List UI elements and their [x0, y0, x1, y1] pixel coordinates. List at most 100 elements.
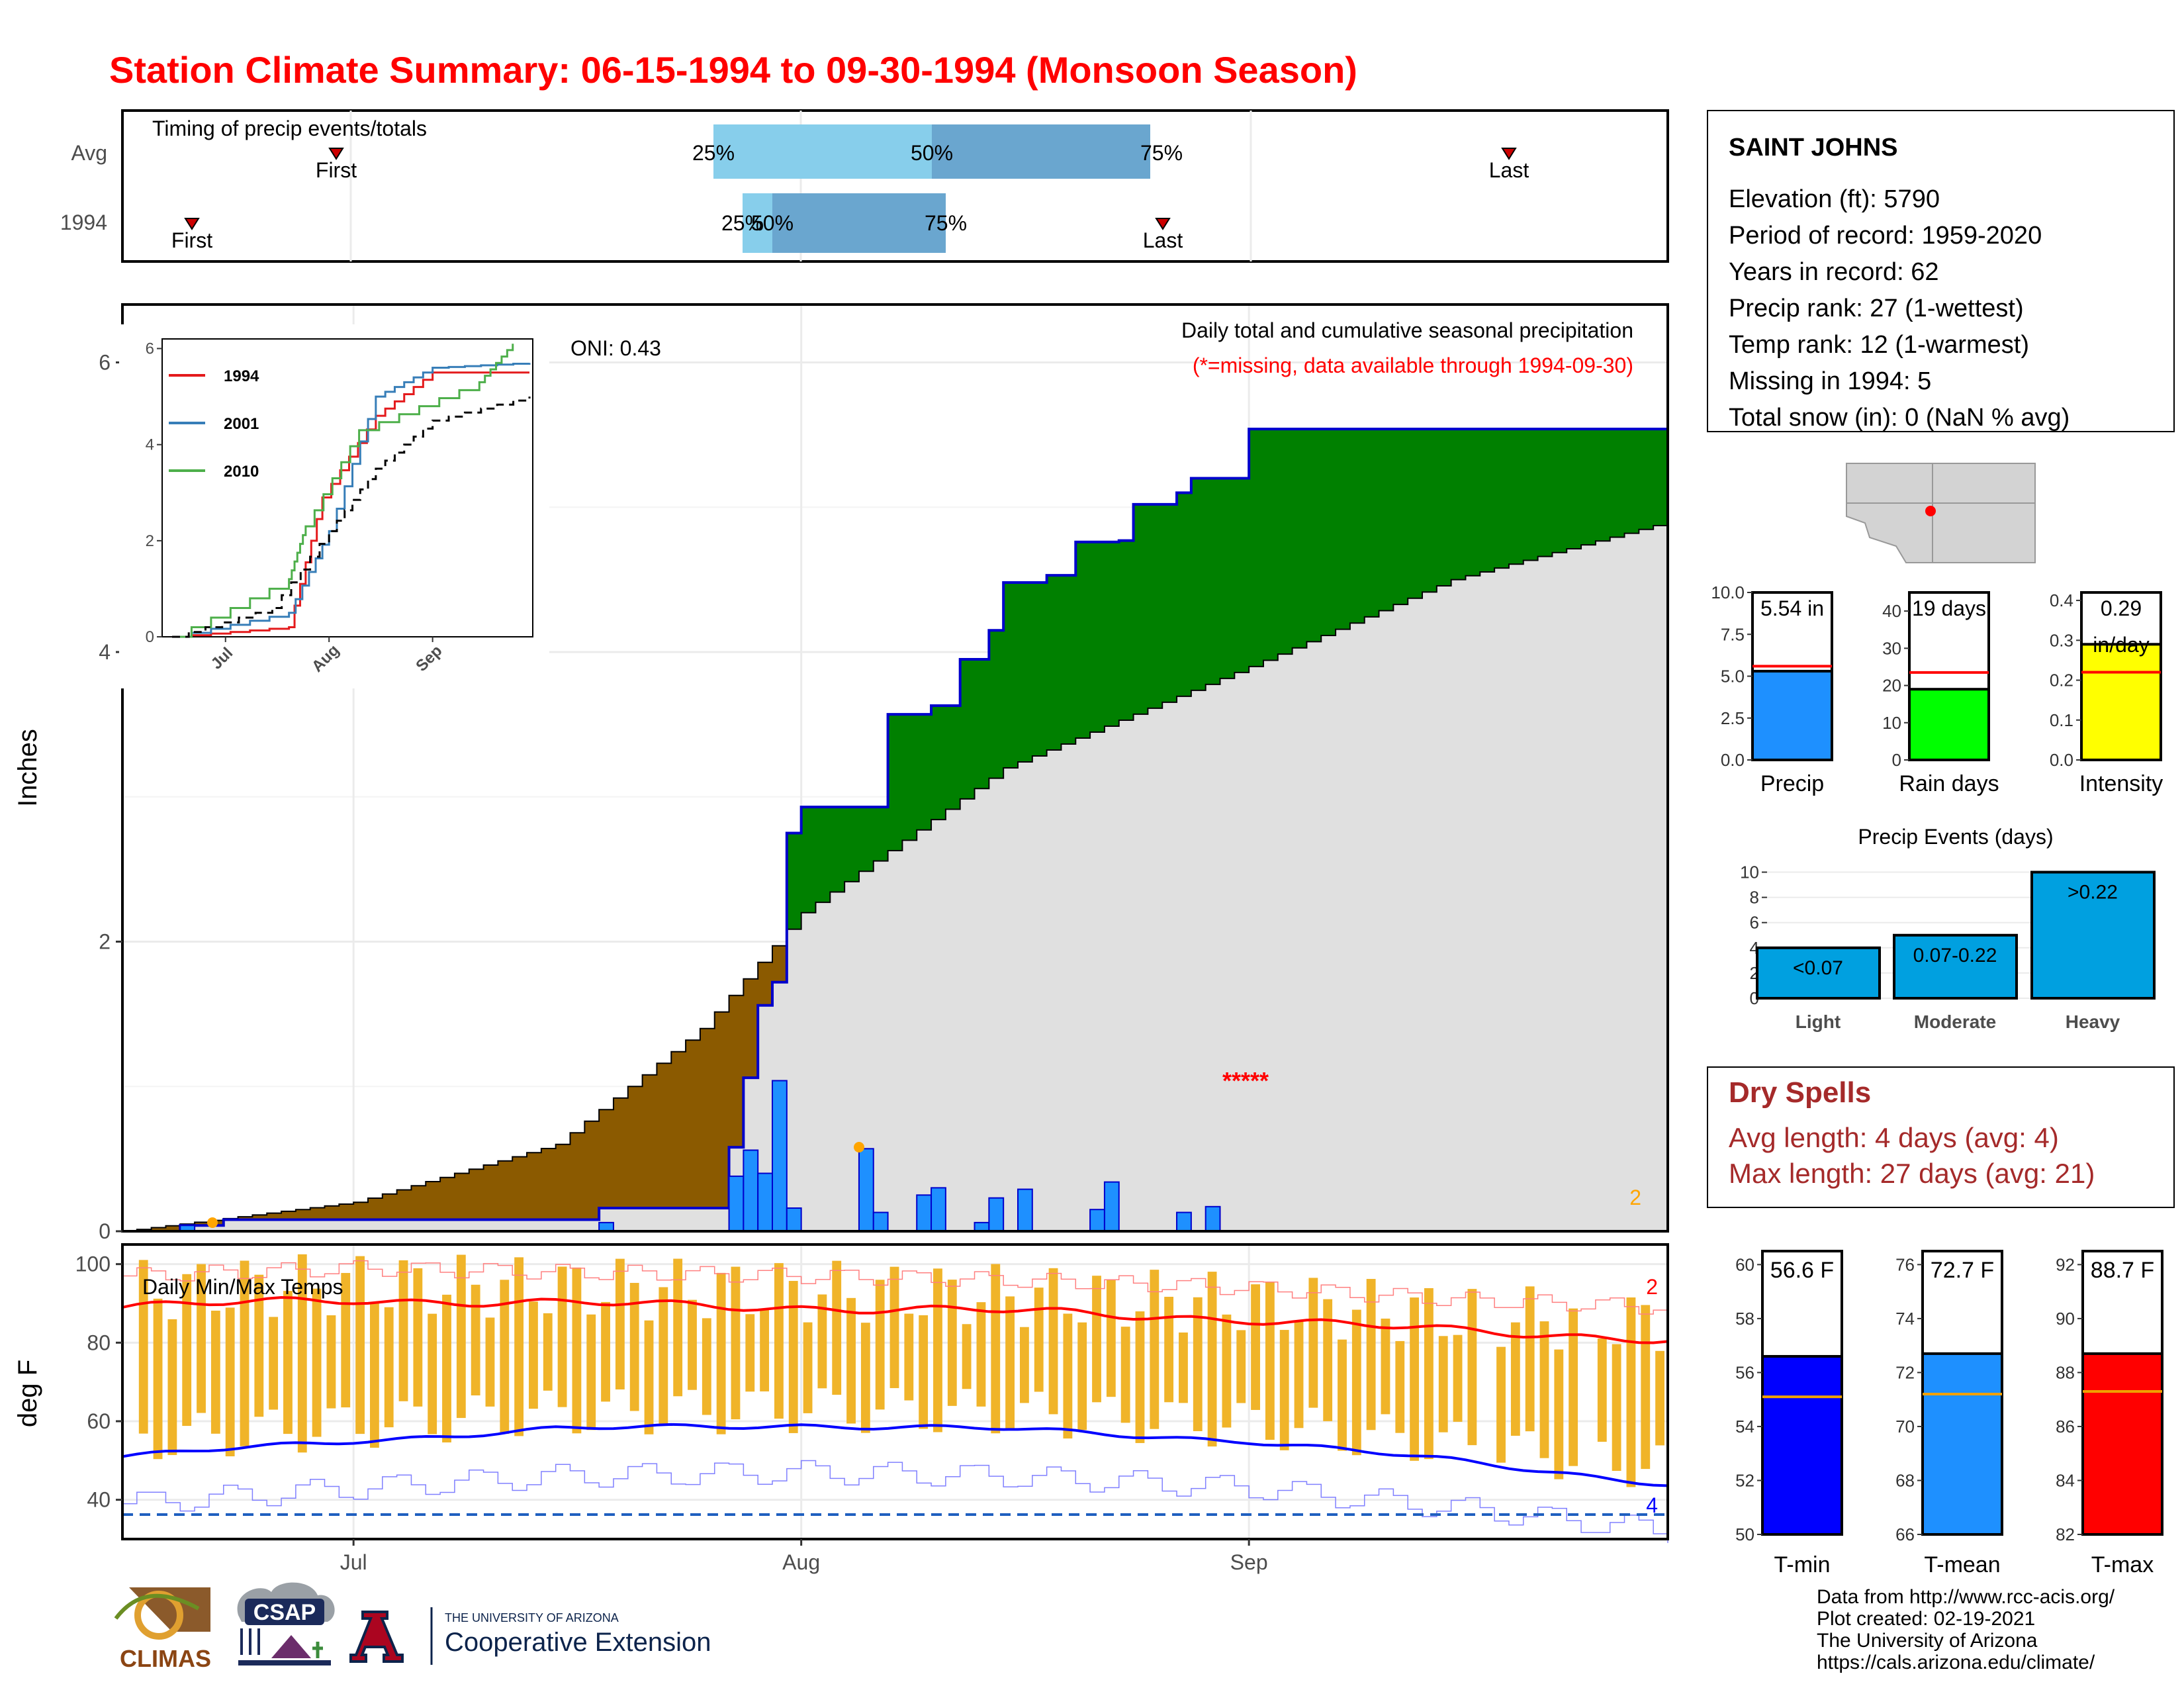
y-tick-label: 10 [1740, 863, 1759, 882]
y-tick-label: 6 [99, 351, 111, 375]
timing-title: Timing of precip events/totals [152, 117, 427, 140]
inset-series-line [172, 371, 529, 638]
station-line: Period of record: 1959-2020 [1729, 222, 2042, 250]
timing-avg-q25-q50-bar [713, 124, 932, 179]
daily-temp-range-bar [1424, 1288, 1433, 1460]
inset-y-tick-label: 2 [146, 532, 154, 550]
daily-temp-range-bar [774, 1263, 784, 1419]
daily-temp-range-bar [1510, 1322, 1520, 1436]
dry-spells-avg: Avg length: 4 days (avg: 4) [1729, 1122, 2059, 1153]
daily-temp-range-bar [326, 1315, 336, 1409]
daily-temp-range-bar [1077, 1322, 1087, 1430]
daily-precip-bar [988, 1197, 1005, 1232]
temp-gauge-tick-label: 90 [2056, 1309, 2075, 1329]
precip-events-chart: Precip Events (days) 0246810<0.07Light0.… [1740, 825, 2156, 1032]
inset-series-line [172, 344, 514, 638]
daily-temp-range-bar [947, 1280, 957, 1406]
daily-temp-range-bar [297, 1254, 307, 1453]
first-event-marker [207, 1217, 218, 1228]
temperature-gauges: 50 52 54 56 58 60 56.6 F T-min 66 68 70 72 74 76 72.7 … [1735, 1250, 2163, 1577]
daily-temp-range-bar [1438, 1336, 1448, 1432]
temp-gauge-tick-label: 54 [1735, 1417, 1754, 1436]
station-line: Years in record: 62 [1729, 258, 1939, 286]
footer-line: https://cals.arizona.edu/climate/ [1817, 1652, 2095, 1673]
daily-temp-range-bar [442, 1294, 451, 1443]
event-bar [2030, 870, 2156, 1000]
event-category-label: Heavy [2066, 1011, 2120, 1032]
gauge-fill [1751, 669, 1833, 761]
gauge-tick-label: 0.0 [2050, 750, 2073, 770]
y-tick-label: 80 [87, 1331, 111, 1354]
station-name: SAINT JOHNS [1729, 134, 1897, 162]
temp-gauge-tick-label: 86 [2056, 1417, 2075, 1436]
event-category-label: Moderate [1914, 1011, 1996, 1032]
daily-temp-range-bar [644, 1320, 654, 1434]
temp-gauge-tick-label: 58 [1735, 1309, 1754, 1329]
daily-precip-bar [1205, 1205, 1221, 1232]
timing-avg-last-marker [1501, 148, 1517, 160]
gauge-fill [2080, 643, 2162, 761]
precip-subtitle: Daily total and cumulative seasonal prec… [1181, 318, 1633, 342]
temps-count-bottom: 4 [1646, 1493, 1658, 1517]
inset-legend-label: 2001 [224, 415, 259, 433]
timing-avg-q50-q75-bar [932, 124, 1150, 179]
daily-temp-range-bar [1641, 1305, 1651, 1470]
daily-temp-range-bar [615, 1258, 625, 1389]
gauge-tick-label: 10 [1882, 713, 1901, 733]
timing-row-label-avg: Avg [71, 141, 107, 165]
gauge-tick-label: 0 [1892, 750, 1901, 770]
daily-temp-range-bar [283, 1291, 293, 1434]
gauge-tick-label: 7.5 [1721, 624, 1745, 644]
gauge-tick-label: 0.2 [2050, 671, 2073, 690]
x-tick-label: Sep [1230, 1550, 1268, 1574]
daily-temp-range-bar [1106, 1280, 1116, 1397]
gauge-tick-label: 0.0 [1721, 750, 1745, 770]
daily-temp-range-bar [557, 1266, 567, 1407]
daily-temp-range-bar [1351, 1309, 1361, 1456]
y-tick-label: 60 [87, 1409, 111, 1433]
daily-temp-range-bar [846, 1297, 856, 1424]
daily-temp-range-bar [398, 1260, 408, 1401]
station-location-dot [1925, 506, 1936, 516]
temp-gauge-fill [1761, 1354, 1843, 1536]
gauge-tick-label: 0.1 [2050, 710, 2073, 730]
gauge-label: Rain days [1899, 771, 1999, 796]
daily-temp-range-bar [529, 1301, 538, 1409]
daily-temp-range-bar [976, 1302, 986, 1407]
gauge-label: Intensity [2079, 771, 2163, 796]
timing-avg-q25: 25% [692, 141, 735, 165]
temp-gauge-tick-label: 82 [2056, 1524, 2075, 1544]
daily-temp-range-bar [1395, 1340, 1405, 1433]
daily-temp-range-bar [197, 1264, 206, 1413]
daily-temp-range-bar [369, 1302, 379, 1448]
daily-temp-range-bar [1150, 1270, 1160, 1429]
timing-avg-q75: 75% [1140, 141, 1183, 165]
csap-logo: CSAP [237, 1582, 335, 1665]
ua-logo-top-text: THE UNIVERSITY OF ARIZONA [445, 1611, 619, 1624]
temp-gauge-tick-label: 52 [1735, 1470, 1754, 1490]
daily-temp-range-bar [919, 1315, 929, 1429]
daily-precip-bar [916, 1194, 933, 1232]
oni-label: ONI: 0.43 [570, 336, 661, 360]
daily-precip-bar [757, 1172, 774, 1232]
inset-legend-label: 2010 [224, 463, 259, 481]
daily-temp-range-bar [153, 1298, 163, 1460]
temp-gauge-tick-label: 76 [1895, 1254, 1915, 1274]
daily-temp-range-bar [673, 1258, 683, 1397]
dry-spells-box: Dry Spells Avg length: 4 days (avg: 4) M… [1707, 1066, 2175, 1208]
daily-temp-range-bar [1626, 1297, 1636, 1487]
daily-temp-range-bar [413, 1268, 423, 1407]
timing-1994-q25: 25% [721, 211, 764, 235]
daily-temp-range-bar [788, 1281, 798, 1433]
daily-temp-range-bar [182, 1274, 192, 1427]
daily-temp-range-bar [1048, 1268, 1058, 1415]
tmax-record-line [122, 1260, 1668, 1315]
daily-temp-range-bar [904, 1313, 914, 1401]
ua-cooperative-extension-logo: THE UNIVERSITY OF ARIZONA Cooperative Ex… [349, 1607, 711, 1665]
dry-spells-max: Max length: 27 days (avg: 21) [1729, 1158, 2095, 1189]
gauge-tick-label: 0.4 [2050, 590, 2073, 610]
timing-1994-first-marker [184, 218, 200, 230]
temp-gauge-label: T-mean [1924, 1552, 2000, 1577]
daily-temp-range-bar [991, 1264, 1001, 1434]
